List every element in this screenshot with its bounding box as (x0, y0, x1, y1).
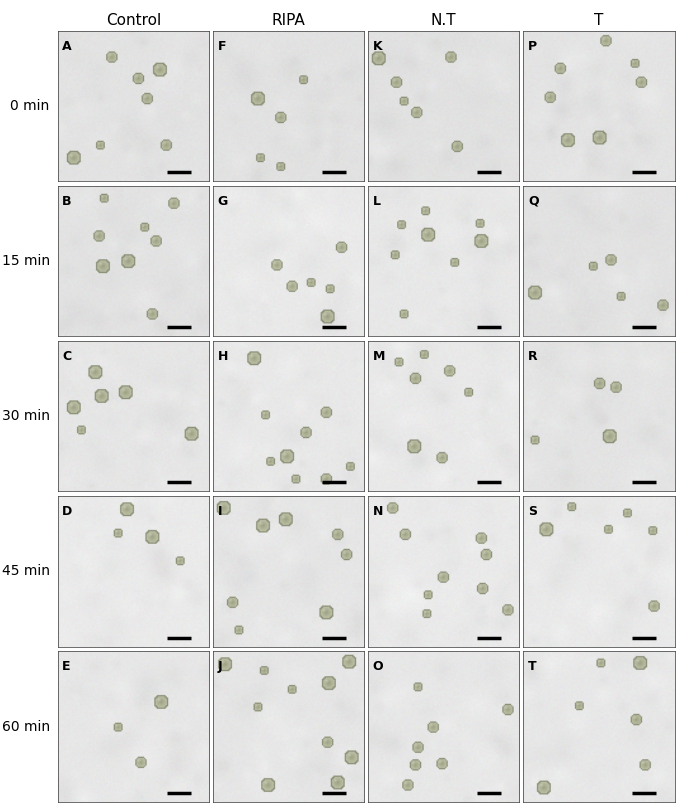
Text: K: K (373, 39, 382, 52)
Text: P: P (528, 39, 537, 52)
Text: 0 min: 0 min (10, 99, 50, 113)
Text: 45 min: 45 min (1, 564, 50, 578)
Text: T: T (528, 660, 537, 674)
Text: Control: Control (106, 13, 161, 28)
Text: F: F (218, 39, 226, 52)
Text: 30 min: 30 min (1, 409, 50, 423)
Text: 60 min: 60 min (1, 720, 50, 733)
Text: C: C (63, 350, 71, 363)
Text: S: S (528, 506, 537, 518)
Text: T: T (594, 13, 604, 28)
Text: A: A (63, 39, 72, 52)
Text: Q: Q (528, 195, 539, 208)
Text: RIPA: RIPA (272, 13, 305, 28)
Text: G: G (218, 195, 228, 208)
Text: 15 min: 15 min (1, 254, 50, 268)
Text: E: E (63, 660, 71, 674)
Text: R: R (528, 350, 538, 363)
Text: H: H (218, 350, 228, 363)
Text: L: L (373, 195, 381, 208)
Text: N.T: N.T (431, 13, 456, 28)
Text: O: O (373, 660, 384, 674)
Text: N: N (373, 506, 383, 518)
Text: B: B (63, 195, 72, 208)
Text: J: J (218, 660, 222, 674)
Text: I: I (218, 506, 222, 518)
Text: M: M (373, 350, 385, 363)
Text: D: D (63, 506, 73, 518)
